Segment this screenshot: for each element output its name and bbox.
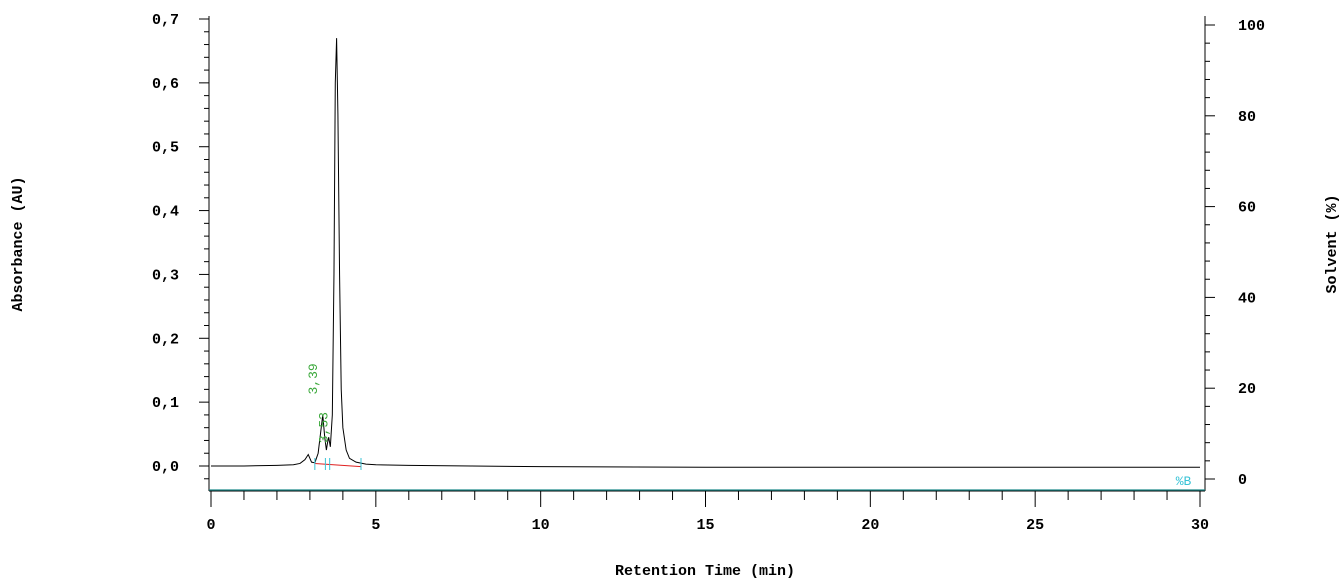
x-tick-label: 20 (861, 517, 879, 534)
integration-baseline (314, 462, 362, 468)
x-tick-label: 25 (1026, 517, 1044, 534)
chromatogram-trace (211, 38, 1200, 468)
peak-label: 3,53 (316, 412, 331, 443)
y-tick-label: 0,0 (152, 459, 179, 476)
y-axis-title: Absorbance (AU) (10, 176, 27, 311)
y-tick-label: 0,4 (152, 204, 179, 221)
peak-label: 3,39 (306, 363, 321, 394)
y-tick-label: 0,1 (152, 395, 179, 412)
solvent-label: %B (1176, 474, 1192, 489)
x-tick-label: 5 (371, 517, 380, 534)
axes: 0,0 0,1 0,2 0,3 0,4 0,5 0,6 0,7 0 20 40 60 80 100 0 5 10… (152, 12, 1265, 534)
y-tick-label: 0,3 (152, 267, 179, 284)
x-axis-title: Retention Time (min) (615, 563, 795, 580)
y2-tick-label: 60 (1238, 200, 1256, 217)
y2-tick-label: 80 (1238, 109, 1256, 126)
y-tick-label: 0,2 (152, 331, 179, 348)
y-tick-label: 0,6 (152, 76, 179, 93)
y-tick-label: 0,7 (152, 12, 179, 29)
x-tick-label: 15 (696, 517, 714, 534)
x-tick-label: 0 (206, 517, 215, 534)
y2-tick-label: 20 (1238, 381, 1256, 398)
y2-axis-title: Solvent (%) (1324, 194, 1341, 293)
y2-tick-label: 100 (1238, 18, 1265, 35)
y-tick-label: 0,5 (152, 140, 179, 157)
x-tick-label: 30 (1191, 517, 1209, 534)
y2-tick-label: 0 (1238, 472, 1247, 489)
plot-area: 3,393,533,81%B (209, 38, 1205, 491)
y2-tick-label: 40 (1238, 290, 1256, 307)
x-tick-label: 10 (532, 517, 550, 534)
